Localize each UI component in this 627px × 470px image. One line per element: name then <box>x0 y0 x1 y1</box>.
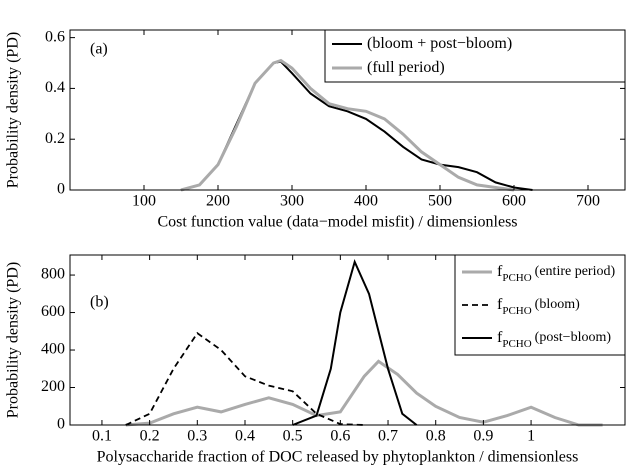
legend-name: (bloom) <box>535 297 580 312</box>
legend-label: (full period) <box>367 59 445 76</box>
panel-label: (a) <box>90 41 108 58</box>
legend-subscript: PCHO <box>502 272 531 284</box>
x-tick-label: 200 <box>206 193 230 210</box>
x-axis-label: Cost function value (data−model misfit) … <box>157 214 517 231</box>
y-tick-label: 0.4 <box>45 79 65 96</box>
legend-symbol: f <box>497 296 503 313</box>
x-tick-label: 100 <box>132 193 156 210</box>
y-axis-label: Probability density (PD) <box>5 32 22 188</box>
y-tick-label: 400 <box>41 341 65 358</box>
legend-label: (bloom + post−bloom) <box>367 35 512 52</box>
legend-label: fPCHO (entire period) <box>497 263 615 284</box>
x-tick-label: 0.5 <box>283 428 303 445</box>
legend-symbol: f <box>497 329 503 346</box>
x-tick-label: 0.2 <box>140 428 160 445</box>
x-axis-label: Polysaccharide fraction of DOC released … <box>97 449 579 466</box>
x-tick-label: 400 <box>354 193 378 210</box>
x-tick-label: 0.3 <box>187 428 207 445</box>
legend-label: fPCHO (post−bloom) <box>497 329 611 350</box>
legend-name: (entire period) <box>535 264 616 279</box>
legend-name: (full period) <box>367 59 445 76</box>
legend-subscript: PCHO <box>502 338 531 350</box>
y-tick-label: 0 <box>57 416 65 433</box>
x-tick-label: 300 <box>280 193 304 210</box>
x-tick-label: 600 <box>502 193 526 210</box>
legend-name: (bloom + post−bloom) <box>367 35 512 52</box>
panel-label: (b) <box>90 294 109 311</box>
y-tick-label: 600 <box>41 303 65 320</box>
legend-label: fPCHO (bloom) <box>497 296 580 317</box>
x-tick-label: 0.8 <box>426 428 446 445</box>
x-tick-label: 0.9 <box>473 428 493 445</box>
legend-box <box>324 29 626 83</box>
x-tick-label: 0.7 <box>378 428 398 445</box>
x-tick-label: 0.6 <box>330 428 350 445</box>
x-tick-label: 700 <box>576 193 600 210</box>
legend-subscript: PCHO <box>502 305 531 317</box>
data-line <box>292 258 418 426</box>
y-tick-label: 800 <box>41 266 65 283</box>
y-tick-label: 200 <box>41 378 65 395</box>
y-tick-label: 0 <box>57 181 65 198</box>
x-tick-label: 1 <box>527 428 535 445</box>
legend-symbol: f <box>497 263 503 280</box>
data-line <box>125 331 365 426</box>
data-line <box>180 58 515 192</box>
legend-name: (post−bloom) <box>535 330 612 345</box>
x-tick-label: 0.4 <box>235 428 255 445</box>
data-line <box>125 359 603 427</box>
y-tick-label: 0.2 <box>45 130 65 147</box>
x-tick-label: 500 <box>428 193 452 210</box>
x-tick-label: 0.1 <box>92 428 112 445</box>
y-axis-label: Probability density (PD) <box>5 262 22 418</box>
y-tick-label: 0.6 <box>45 28 65 45</box>
